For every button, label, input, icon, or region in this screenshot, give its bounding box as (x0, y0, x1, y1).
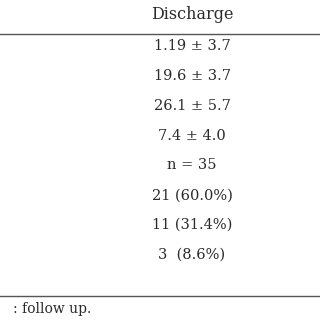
Text: 26.1 ± 5.7: 26.1 ± 5.7 (154, 99, 230, 113)
Text: 1.19 ± 3.7: 1.19 ± 3.7 (154, 39, 230, 53)
Text: 7.4 ± 4.0: 7.4 ± 4.0 (158, 129, 226, 143)
Text: 11 (31.4%): 11 (31.4%) (152, 218, 232, 232)
Text: 19.6 ± 3.7: 19.6 ± 3.7 (154, 69, 230, 83)
Text: 3  (8.6%): 3 (8.6%) (158, 248, 226, 262)
Text: : follow up.: : follow up. (13, 302, 91, 316)
Text: 21 (60.0%): 21 (60.0%) (152, 188, 232, 202)
Text: Discharge: Discharge (151, 6, 233, 23)
Text: n = 35: n = 35 (167, 158, 217, 172)
